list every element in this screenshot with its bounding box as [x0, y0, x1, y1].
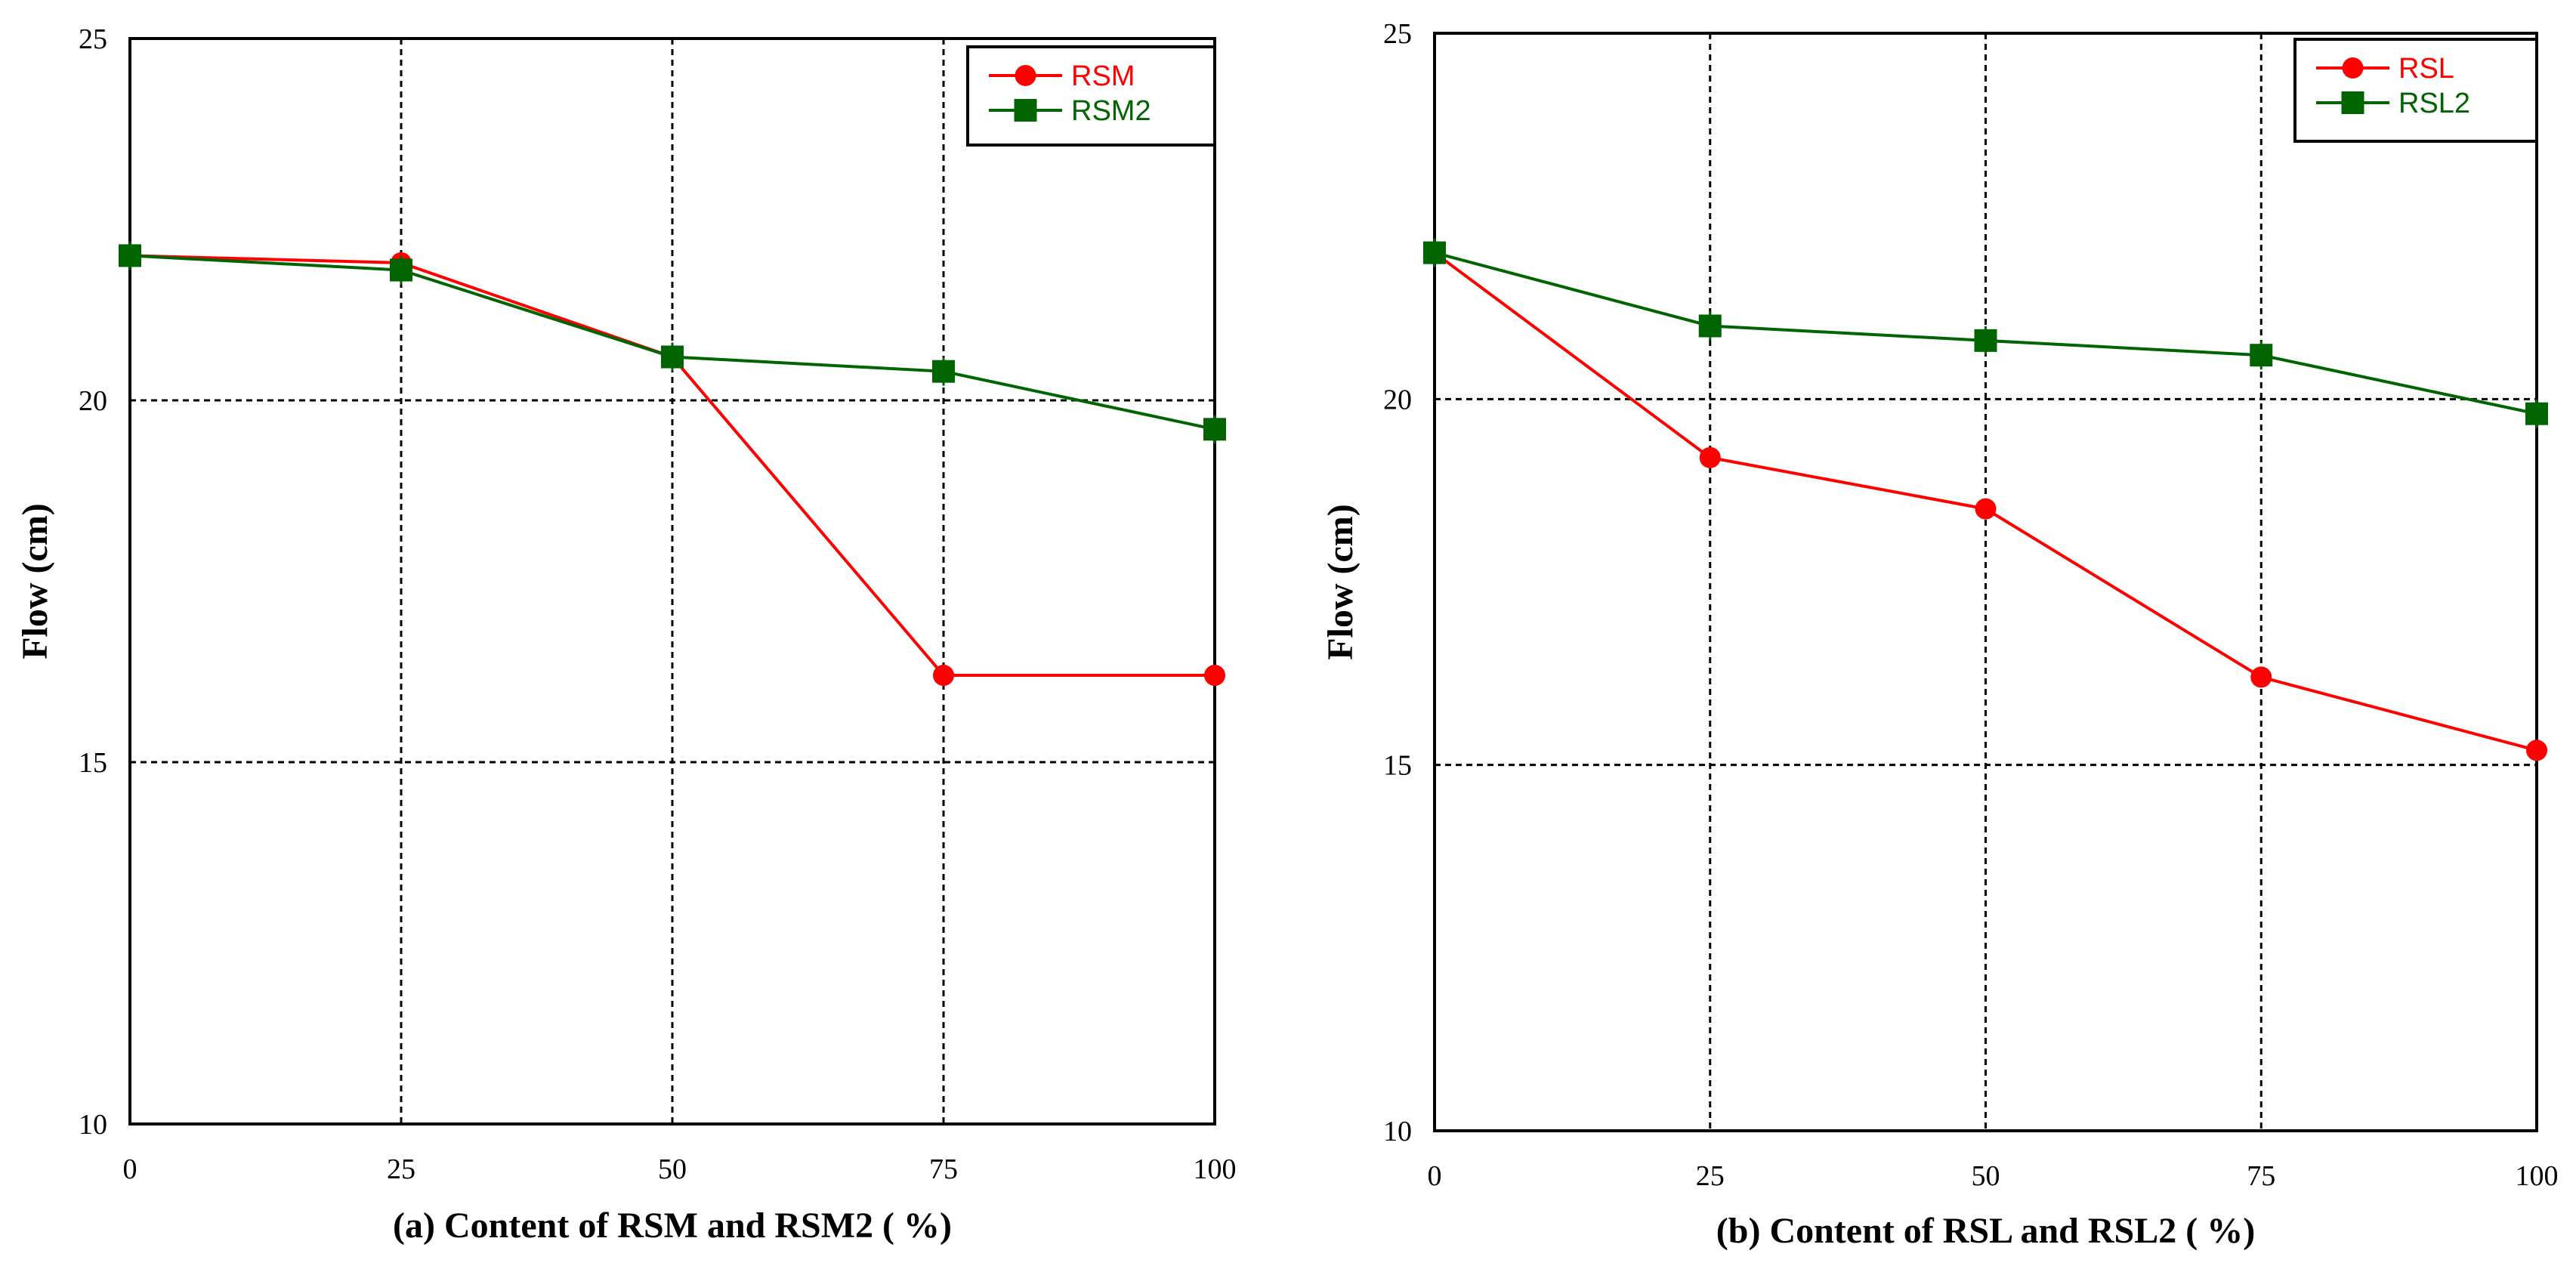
x-tick-label: 100 — [1194, 1153, 1237, 1185]
x-tick-label: 75 — [929, 1153, 958, 1185]
legend-label: RSL — [2398, 53, 2454, 85]
data-point — [933, 665, 954, 687]
chart-panel-a: 10 15 20 25 0 25 50 75 100 Flow (cm) (a) Content o… — [15, 23, 1237, 1246]
x-tick-label: 25 — [1696, 1160, 1725, 1192]
legend-marker — [1014, 99, 1037, 122]
data-point — [1204, 665, 1225, 687]
y-tick-label: 25 — [79, 23, 107, 55]
data-point — [2526, 740, 2547, 761]
y-tick-label: 10 — [79, 1109, 107, 1141]
data-point — [2250, 666, 2272, 688]
series-rsl2 — [1423, 238, 2548, 428]
y-tick-label: 15 — [1383, 750, 1412, 782]
x-tick-label: 50 — [658, 1153, 687, 1185]
plot-frame — [128, 37, 1216, 1126]
y-tick-label: 20 — [79, 385, 107, 417]
x-tick-label: 50 — [1972, 1160, 2000, 1192]
x-tick-label: 0 — [123, 1153, 137, 1185]
series-rsm2 — [119, 241, 1226, 444]
x-tick-label: 100 — [2516, 1160, 2559, 1192]
legend-box — [2293, 38, 2538, 143]
legend-label: RSM2 — [1071, 95, 1151, 127]
gridlines — [1435, 33, 2537, 1131]
data-point — [1699, 446, 1721, 468]
legend-marker — [1015, 65, 1036, 86]
y-axis-title: Flow (cm) — [1320, 504, 1361, 660]
x-tick-label: 75 — [2247, 1160, 2275, 1192]
y-tick-label: 25 — [1383, 18, 1412, 50]
legend-box — [966, 45, 1216, 147]
gridlines — [130, 39, 1215, 1124]
x-tick-label: 25 — [387, 1153, 415, 1185]
legend-label: RSM — [1071, 60, 1135, 92]
y-tick-label: 20 — [1383, 384, 1412, 415]
y-tick-label: 10 — [1383, 1116, 1412, 1147]
x-axis-title: (b) Content of RSL and RSL2 ( %) — [1716, 1211, 2255, 1251]
y-tick-label: 15 — [79, 747, 107, 779]
data-point — [1975, 498, 1997, 520]
chart-panel-b: 10 15 20 25 0 25 50 75 100 Flow (cm) (b) Content o… — [1320, 18, 2559, 1251]
y-axis-title: Flow (cm) — [15, 503, 55, 659]
x-tick-label: 0 — [1428, 1160, 1442, 1192]
legend-marker — [2341, 91, 2364, 114]
x-axis-title: (a) Content of RSM and RSM2 ( %) — [393, 1206, 952, 1246]
legend-label: RSL2 — [2398, 88, 2470, 119]
plot-frame — [1433, 32, 2538, 1132]
legend-marker — [2342, 57, 2364, 79]
